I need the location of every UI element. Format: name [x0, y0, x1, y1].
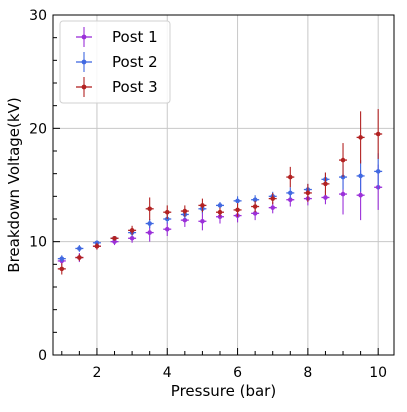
data-point — [163, 226, 172, 232]
axis-ticks: 2 4 6 8 10 0 10 20 30 — [29, 8, 387, 381]
y-tick-label: 0 — [38, 348, 47, 364]
plot-frame — [52, 14, 395, 356]
data-point — [110, 239, 119, 244]
data-point — [286, 197, 295, 203]
data-point — [75, 246, 84, 251]
data-point — [374, 169, 383, 174]
data-point — [163, 209, 172, 215]
data-point — [251, 197, 260, 203]
data-point — [145, 206, 154, 212]
data-point — [268, 205, 277, 210]
data-point — [75, 255, 84, 260]
legend-box — [59, 20, 171, 104]
legend: Post 1 Post 2 Post 3 — [59, 20, 171, 104]
data-point — [339, 191, 348, 197]
legend-entry-post-2: Post 2 — [76, 52, 158, 72]
data-point — [321, 195, 330, 200]
x-tick-label: 2 — [92, 365, 101, 381]
legend-label-post-3: Post 3 — [112, 78, 158, 96]
y-tick-label: 30 — [29, 8, 47, 24]
series-post-3 — [57, 109, 383, 275]
data-point — [110, 235, 119, 241]
data-point — [57, 266, 66, 272]
data-point — [286, 190, 295, 196]
data-point — [356, 192, 365, 198]
data-point — [145, 221, 154, 226]
x-tick-label: 8 — [303, 365, 312, 381]
data-point — [198, 203, 207, 208]
data-point — [128, 235, 137, 241]
data-point — [233, 207, 242, 213]
data-point — [233, 198, 242, 204]
y-tick-label: 20 — [29, 121, 47, 137]
y-tick-label: 10 — [29, 235, 47, 251]
data-point — [251, 211, 260, 216]
data-point — [57, 256, 66, 261]
plot-data — [57, 109, 383, 275]
x-tick-label: 10 — [369, 365, 387, 381]
legend-entry-post-1: Post 1 — [76, 27, 158, 47]
y-axis-label: Breakdown Voltage(kV) — [5, 97, 23, 272]
data-point — [215, 203, 224, 208]
data-point — [251, 204, 260, 209]
legend-marker-post-3 — [76, 77, 92, 97]
data-point — [286, 174, 295, 180]
data-point — [268, 196, 277, 201]
data-point — [198, 218, 207, 224]
data-point — [356, 135, 365, 140]
legend-label-post-1: Post 1 — [112, 28, 158, 46]
data-point — [356, 173, 365, 179]
data-point — [339, 157, 348, 163]
data-point — [303, 190, 312, 196]
legend-marker-post-2 — [76, 52, 92, 72]
x-tick-label: 6 — [233, 365, 242, 381]
legend-marker-post-1 — [76, 27, 92, 47]
data-point — [180, 208, 189, 214]
x-axis-label: Pressure (bar) — [171, 382, 276, 400]
legend-label-post-2: Post 2 — [112, 53, 158, 71]
data-point — [180, 217, 189, 223]
data-point — [92, 243, 101, 249]
data-point — [321, 181, 330, 187]
data-point — [145, 230, 154, 235]
data-point — [374, 131, 383, 137]
x-tick-label: 4 — [163, 365, 172, 381]
data-point — [215, 209, 224, 215]
legend-entry-post-3: Post 3 — [76, 77, 158, 97]
data-point — [128, 228, 137, 233]
